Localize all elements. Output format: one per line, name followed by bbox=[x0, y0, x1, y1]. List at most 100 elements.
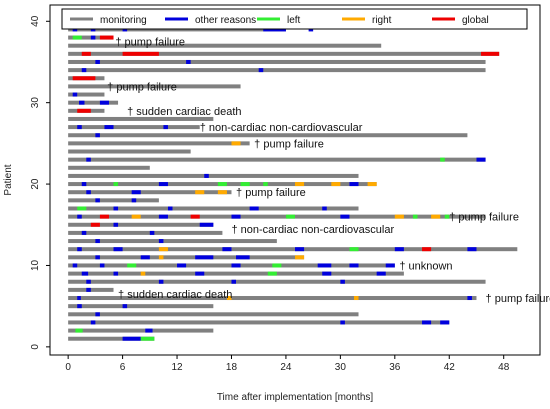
other-segment bbox=[376, 271, 386, 276]
global-segment bbox=[77, 108, 91, 113]
other-segment bbox=[422, 320, 432, 325]
right-segment bbox=[131, 214, 141, 219]
monitoring-bar bbox=[68, 230, 223, 235]
monitoring-bar bbox=[68, 320, 450, 325]
global-segment bbox=[81, 51, 91, 56]
other-segment bbox=[131, 190, 141, 195]
global-segment bbox=[99, 35, 114, 40]
monitoring-bar bbox=[68, 206, 359, 211]
y-axis-title: Patient bbox=[3, 164, 14, 195]
other-segment bbox=[158, 214, 168, 219]
y-tick-label: 20 bbox=[30, 178, 41, 190]
monitoring-bar bbox=[68, 35, 114, 40]
death-annotation: † sudden cardiac death bbox=[127, 106, 241, 118]
other-segment bbox=[317, 263, 332, 268]
other-segment bbox=[340, 279, 345, 284]
monitoring-bar bbox=[68, 92, 105, 97]
right-segment bbox=[195, 190, 205, 195]
death-annotation: † unknown bbox=[399, 260, 452, 272]
other-segment bbox=[79, 100, 85, 105]
death-annotation: † non-cardiac non-cardiovascular bbox=[200, 122, 363, 134]
other-segment bbox=[167, 206, 173, 211]
left-segment bbox=[349, 247, 359, 252]
monitoring-bar bbox=[68, 84, 241, 89]
axes: 0 6 12 18 24 30 36 42 48 0 10 20 30 40 bbox=[30, 15, 510, 373]
other-segment bbox=[177, 263, 187, 268]
other-segment bbox=[231, 279, 237, 284]
other-segment bbox=[113, 222, 119, 227]
patient-timelines bbox=[68, 27, 518, 341]
death-annotation: † sudden cardiac death bbox=[118, 289, 232, 301]
monitoring-bar bbox=[68, 100, 119, 105]
global-segment bbox=[190, 214, 200, 219]
right-segment bbox=[158, 247, 168, 252]
left-segment bbox=[444, 214, 450, 219]
other-segment bbox=[77, 296, 81, 301]
other-segment bbox=[95, 312, 100, 317]
y-tick-label: 40 bbox=[30, 15, 41, 27]
global-segment bbox=[122, 51, 159, 56]
global-segment bbox=[90, 222, 100, 227]
legend-box bbox=[61, 8, 528, 30]
monitoring-bar bbox=[68, 247, 518, 252]
other-segment bbox=[81, 182, 87, 187]
left-segment bbox=[127, 263, 137, 268]
other-segment bbox=[140, 255, 150, 260]
left-legend-label: left bbox=[287, 15, 301, 26]
annotations: † pump failure † pump failure † sudden car… bbox=[107, 37, 550, 305]
global-segment bbox=[99, 214, 109, 219]
monitoring-bar bbox=[68, 43, 382, 48]
other-segment bbox=[236, 255, 250, 260]
other-segment bbox=[86, 279, 91, 284]
other-segment bbox=[249, 206, 259, 211]
other-segment bbox=[122, 304, 128, 309]
other-segment bbox=[95, 255, 100, 260]
other-segment bbox=[95, 239, 100, 244]
other-segment bbox=[199, 222, 214, 227]
death-annotation: † non-cardiac non-cardiovascular bbox=[231, 224, 394, 236]
global-segment bbox=[72, 76, 96, 81]
left-segment bbox=[440, 157, 445, 162]
monitoring-bar bbox=[68, 59, 486, 64]
monitoring-bar bbox=[68, 125, 200, 130]
x-tick-label: 0 bbox=[65, 362, 71, 373]
other-segment bbox=[72, 263, 78, 268]
other-segment bbox=[86, 287, 91, 292]
other-segment bbox=[90, 35, 96, 40]
monitoring-bar bbox=[68, 271, 404, 276]
other-segment bbox=[77, 304, 82, 309]
right-segment bbox=[295, 182, 305, 187]
other-segment bbox=[113, 247, 123, 252]
monitoring-bar bbox=[68, 328, 214, 333]
other-segment bbox=[113, 271, 119, 276]
other-segment bbox=[158, 182, 168, 187]
other-segment bbox=[476, 157, 486, 162]
right-segment bbox=[394, 214, 404, 219]
right-segment bbox=[331, 182, 341, 187]
x-tick-label: 48 bbox=[498, 362, 510, 373]
monitoring-bar bbox=[68, 133, 468, 138]
monitoring-bar bbox=[68, 141, 250, 146]
other-segment bbox=[231, 263, 241, 268]
right-segment bbox=[353, 296, 359, 301]
right-segment bbox=[231, 141, 241, 146]
monitoring-legend-label: monitoring bbox=[100, 15, 147, 26]
other-segment bbox=[81, 271, 89, 276]
y-tick-label: 10 bbox=[30, 259, 41, 271]
other-segment bbox=[86, 190, 91, 195]
other-segment bbox=[440, 320, 450, 325]
left-segment bbox=[217, 182, 227, 187]
monitoring-bar bbox=[68, 336, 155, 341]
other-segment bbox=[340, 320, 345, 325]
other-segment bbox=[349, 263, 359, 268]
other-segment bbox=[222, 247, 232, 252]
x-tick-label: 36 bbox=[389, 362, 401, 373]
left-segment bbox=[113, 182, 119, 187]
other-segment bbox=[95, 133, 100, 138]
x-tick-label: 42 bbox=[444, 362, 456, 373]
other-segment bbox=[158, 279, 164, 284]
other-segment bbox=[145, 328, 153, 333]
other-segment bbox=[99, 263, 105, 268]
other-segment bbox=[340, 214, 350, 219]
left-segment bbox=[272, 263, 282, 268]
